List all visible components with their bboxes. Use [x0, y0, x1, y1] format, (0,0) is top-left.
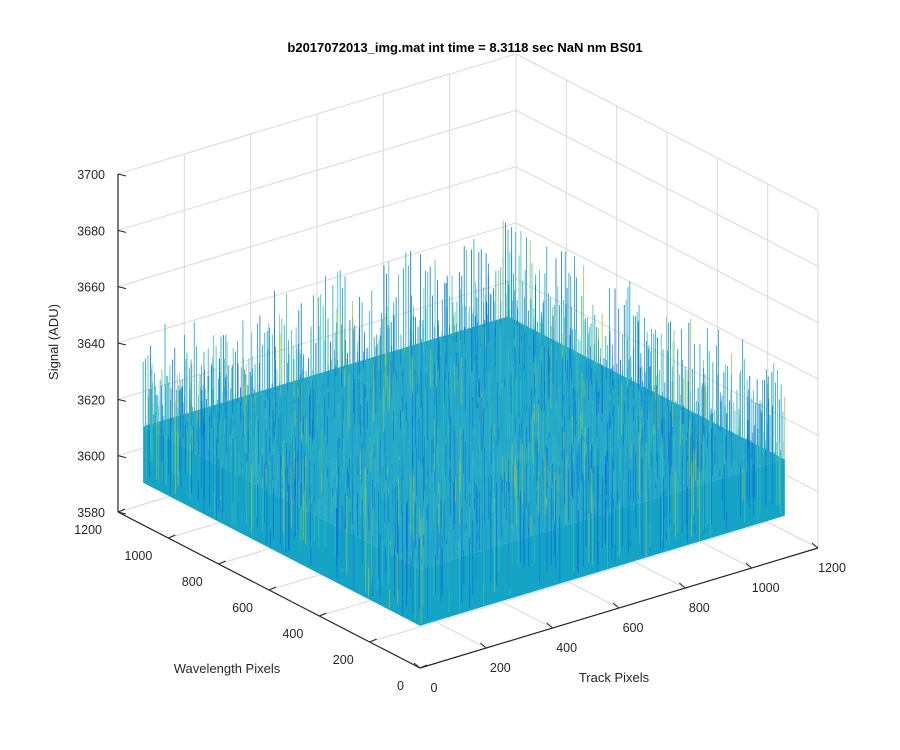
back-wall-gridline	[117, 166, 517, 288]
x-tick-mark	[480, 642, 487, 649]
x-tick-label: 1000	[752, 581, 780, 595]
z-tick-mark	[117, 173, 127, 177]
y-axis-label: Wavelength Pixels	[174, 661, 281, 676]
z-tick-mark	[117, 286, 127, 290]
x-tick-mark	[413, 662, 421, 669]
x-tick-label: 600	[623, 621, 644, 635]
y-tick-label: 0	[397, 679, 404, 693]
z-tick-label: 3680	[77, 224, 105, 238]
y-tick-label: 200	[333, 653, 354, 667]
floor-gridline	[369, 521, 768, 643]
z-tick-label: 3580	[77, 506, 105, 520]
y-tick-label: 1200	[74, 523, 102, 537]
x-tick-label: 0	[431, 681, 438, 695]
back-wall-gridline	[117, 109, 517, 231]
z-tick-label: 3640	[77, 337, 105, 351]
surface-side-face	[143, 426, 420, 626]
y-tick-mark	[369, 638, 377, 643]
z-tick-mark	[117, 342, 127, 346]
x-tick-mark	[679, 582, 686, 589]
y-tick-label: 1000	[125, 549, 153, 563]
back-wall-gridline	[117, 222, 517, 344]
side-wall-gridline	[515, 166, 819, 324]
side-wall-gridline	[515, 109, 819, 267]
z-tick-label: 3660	[77, 281, 105, 295]
y-tick-mark	[117, 508, 126, 513]
x-tick-mark	[612, 602, 620, 609]
y-tick-labels: 0 200 400 600 800 1000 1200	[74, 523, 404, 693]
y-tick-label: 400	[282, 627, 303, 641]
side-wall-gridline	[515, 53, 819, 211]
side-wall-gridline	[515, 222, 819, 380]
y-tick-mark	[168, 534, 176, 539]
surface-plot	[142, 220, 786, 626]
z-axis-label: Signal (ADU)	[46, 304, 61, 380]
axes	[117, 173, 819, 669]
y-tick-label: 600	[232, 601, 253, 615]
x-tick-label: 800	[689, 601, 710, 615]
x-tick-mark	[546, 622, 553, 629]
y-tick-mark	[319, 612, 327, 617]
x-axis-label: Track Pixels	[579, 670, 650, 685]
z-tick-mark	[117, 455, 127, 459]
z-tick-label: 3700	[77, 168, 105, 182]
x-tick-mark	[745, 562, 752, 569]
z-tick-mark	[117, 511, 127, 515]
chart-title: b2017072013_img.mat int time = 8.3118 se…	[287, 40, 642, 55]
z-tick-mark	[117, 398, 127, 402]
z-tick-label: 3620	[77, 393, 105, 407]
x-tick-label: 400	[556, 641, 577, 655]
y-tick-mark	[218, 560, 226, 565]
y-tick-mark	[268, 586, 277, 591]
x-tick-label: 1200	[818, 561, 846, 575]
back-wall-gridline	[117, 53, 517, 175]
z-tick-labels: 3580 3600 3620 3640 3660 3680 3700	[77, 168, 105, 520]
x-tick-labels: 0 200 400 600 800 1000 1200	[431, 561, 846, 695]
x-tick-label: 200	[490, 661, 511, 675]
z-tick-mark	[117, 229, 127, 233]
y-tick-label: 800	[182, 575, 203, 589]
z-tick-label: 3600	[77, 450, 105, 464]
y-tick-mark	[419, 664, 428, 669]
x-tick-mark	[811, 542, 819, 549]
